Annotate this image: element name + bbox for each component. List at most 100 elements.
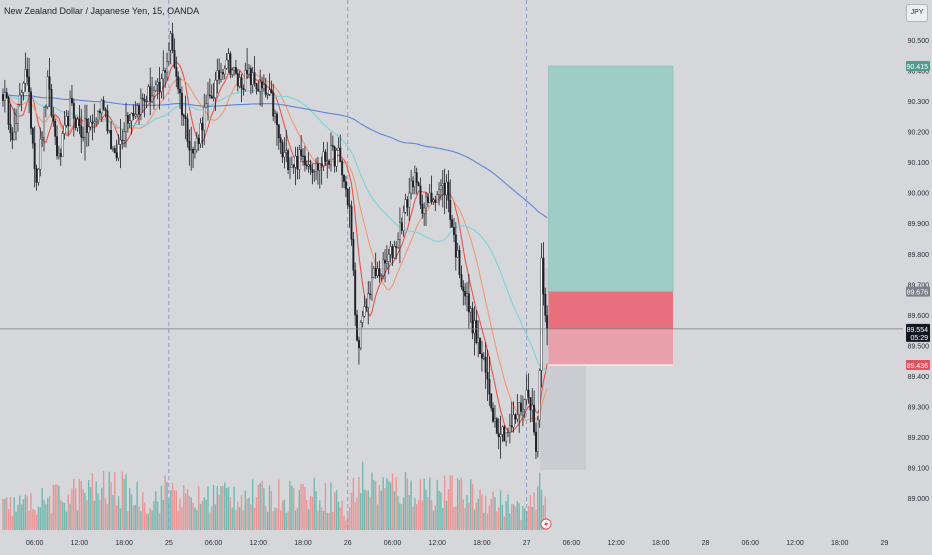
candle-body: [344, 181, 347, 190]
candle-body: [339, 147, 342, 162]
volume-bar: [6, 497, 8, 530]
candle-body: [434, 199, 437, 203]
candle-body: [106, 110, 109, 132]
volume-bar: [421, 500, 423, 530]
volume-bar: [315, 491, 317, 530]
volume-bar: [244, 490, 246, 530]
volume-bar: [470, 479, 472, 530]
volume-bar: [197, 486, 200, 530]
current-price-label: 89.554: [907, 327, 929, 334]
candle-body: [274, 113, 277, 117]
volume-bar: [302, 484, 304, 530]
candle-body: [538, 370, 541, 421]
candle-body: [372, 268, 375, 278]
y-tick-label: 89.000: [908, 496, 930, 503]
volume-bar: [73, 478, 75, 530]
volume-bar: [484, 495, 487, 530]
volume-bar: [97, 493, 99, 530]
volume-bar: [265, 505, 267, 530]
candle-body: [296, 156, 299, 170]
y-tick-label: 89.100: [908, 466, 930, 473]
volume-bar: [522, 505, 524, 530]
y-tick-label: 90.100: [908, 160, 930, 167]
volume-bar: [499, 490, 502, 530]
candle-body: [384, 259, 386, 264]
x-tick-label: 12:00: [250, 540, 268, 547]
x-tick-label: 06:00: [384, 540, 402, 547]
candle-body: [397, 238, 400, 248]
volume-bar: [471, 483, 474, 530]
volume-bar: [511, 504, 513, 530]
volume-bar: [235, 510, 237, 530]
candle-body: [9, 124, 12, 134]
volume-bar: [231, 507, 233, 530]
volume-bar: [224, 482, 226, 530]
volume-bar: [376, 504, 379, 530]
candle-body: [139, 97, 142, 115]
candle-body: [415, 172, 418, 184]
volume-bar: [365, 490, 368, 530]
volume-bar: [201, 500, 204, 530]
position-tool[interactable]: [540, 65, 674, 470]
volume-bar: [358, 477, 360, 530]
volume-bar: [291, 485, 293, 530]
volume-bar: [386, 478, 388, 530]
time-axis[interactable]: 06:00 12:00 18:00 25 06:00 12:00 18:00 26 06:00 1…: [26, 540, 889, 547]
candle-body: [477, 337, 480, 343]
candle-body: [458, 250, 461, 275]
candle-body: [171, 33, 174, 51]
volume-bar: [445, 501, 448, 530]
candle-body: [546, 315, 549, 330]
volume-bar: [337, 501, 340, 530]
candle-body: [231, 69, 234, 75]
volume-bar: [246, 498, 248, 530]
candle-body: [54, 121, 57, 137]
volume-bar: [481, 494, 483, 530]
x-tick-label: 12:00: [428, 540, 446, 547]
volume-bar: [373, 479, 375, 530]
candle-body: [520, 402, 522, 412]
price-axis[interactable]: 90.500 90.400 90.300 90.200 90.100 90.000 89.9…: [908, 38, 930, 503]
volume-bar: [492, 491, 494, 530]
candle-body: [343, 174, 345, 182]
volume-bar: [173, 490, 176, 530]
candle-body: [331, 145, 334, 148]
volume-bar: [268, 485, 271, 530]
volume-bar: [430, 499, 433, 530]
candle-body: [497, 433, 500, 438]
candle-body: [251, 72, 254, 85]
volume-bar: [145, 513, 148, 530]
candle-body: [225, 59, 228, 69]
volume-bar: [196, 509, 198, 530]
volume-bar: [279, 510, 282, 530]
volume-bar: [257, 485, 259, 530]
candle-body: [365, 306, 368, 308]
candle-body: [134, 114, 137, 117]
volume-bar: [281, 500, 284, 530]
candle-body: [192, 148, 195, 154]
volume-bar: [458, 480, 461, 530]
volume-bar: [9, 497, 12, 530]
volume-bar: [341, 500, 343, 530]
candle-body: [309, 164, 312, 170]
volume-bar: [24, 494, 27, 530]
volume-bar: [266, 511, 269, 530]
volume-bar: [166, 481, 168, 530]
volume-bar: [401, 503, 403, 530]
candle-body: [186, 118, 189, 142]
candle-body: [335, 150, 338, 167]
volume-bar: [60, 499, 62, 530]
volume-bar: [181, 507, 183, 530]
candle-body: [527, 389, 530, 398]
symbol-title[interactable]: New Zealand Dollar / Japanese Yen, 15, O…: [4, 6, 200, 16]
volume-bar: [347, 514, 349, 530]
candle-body: [333, 146, 336, 167]
volume-bar: [218, 495, 220, 530]
volume-bar: [272, 511, 274, 530]
currency-badge[interactable]: JPY: [906, 4, 928, 22]
volume-bar: [307, 509, 310, 530]
candle-body: [503, 426, 506, 442]
